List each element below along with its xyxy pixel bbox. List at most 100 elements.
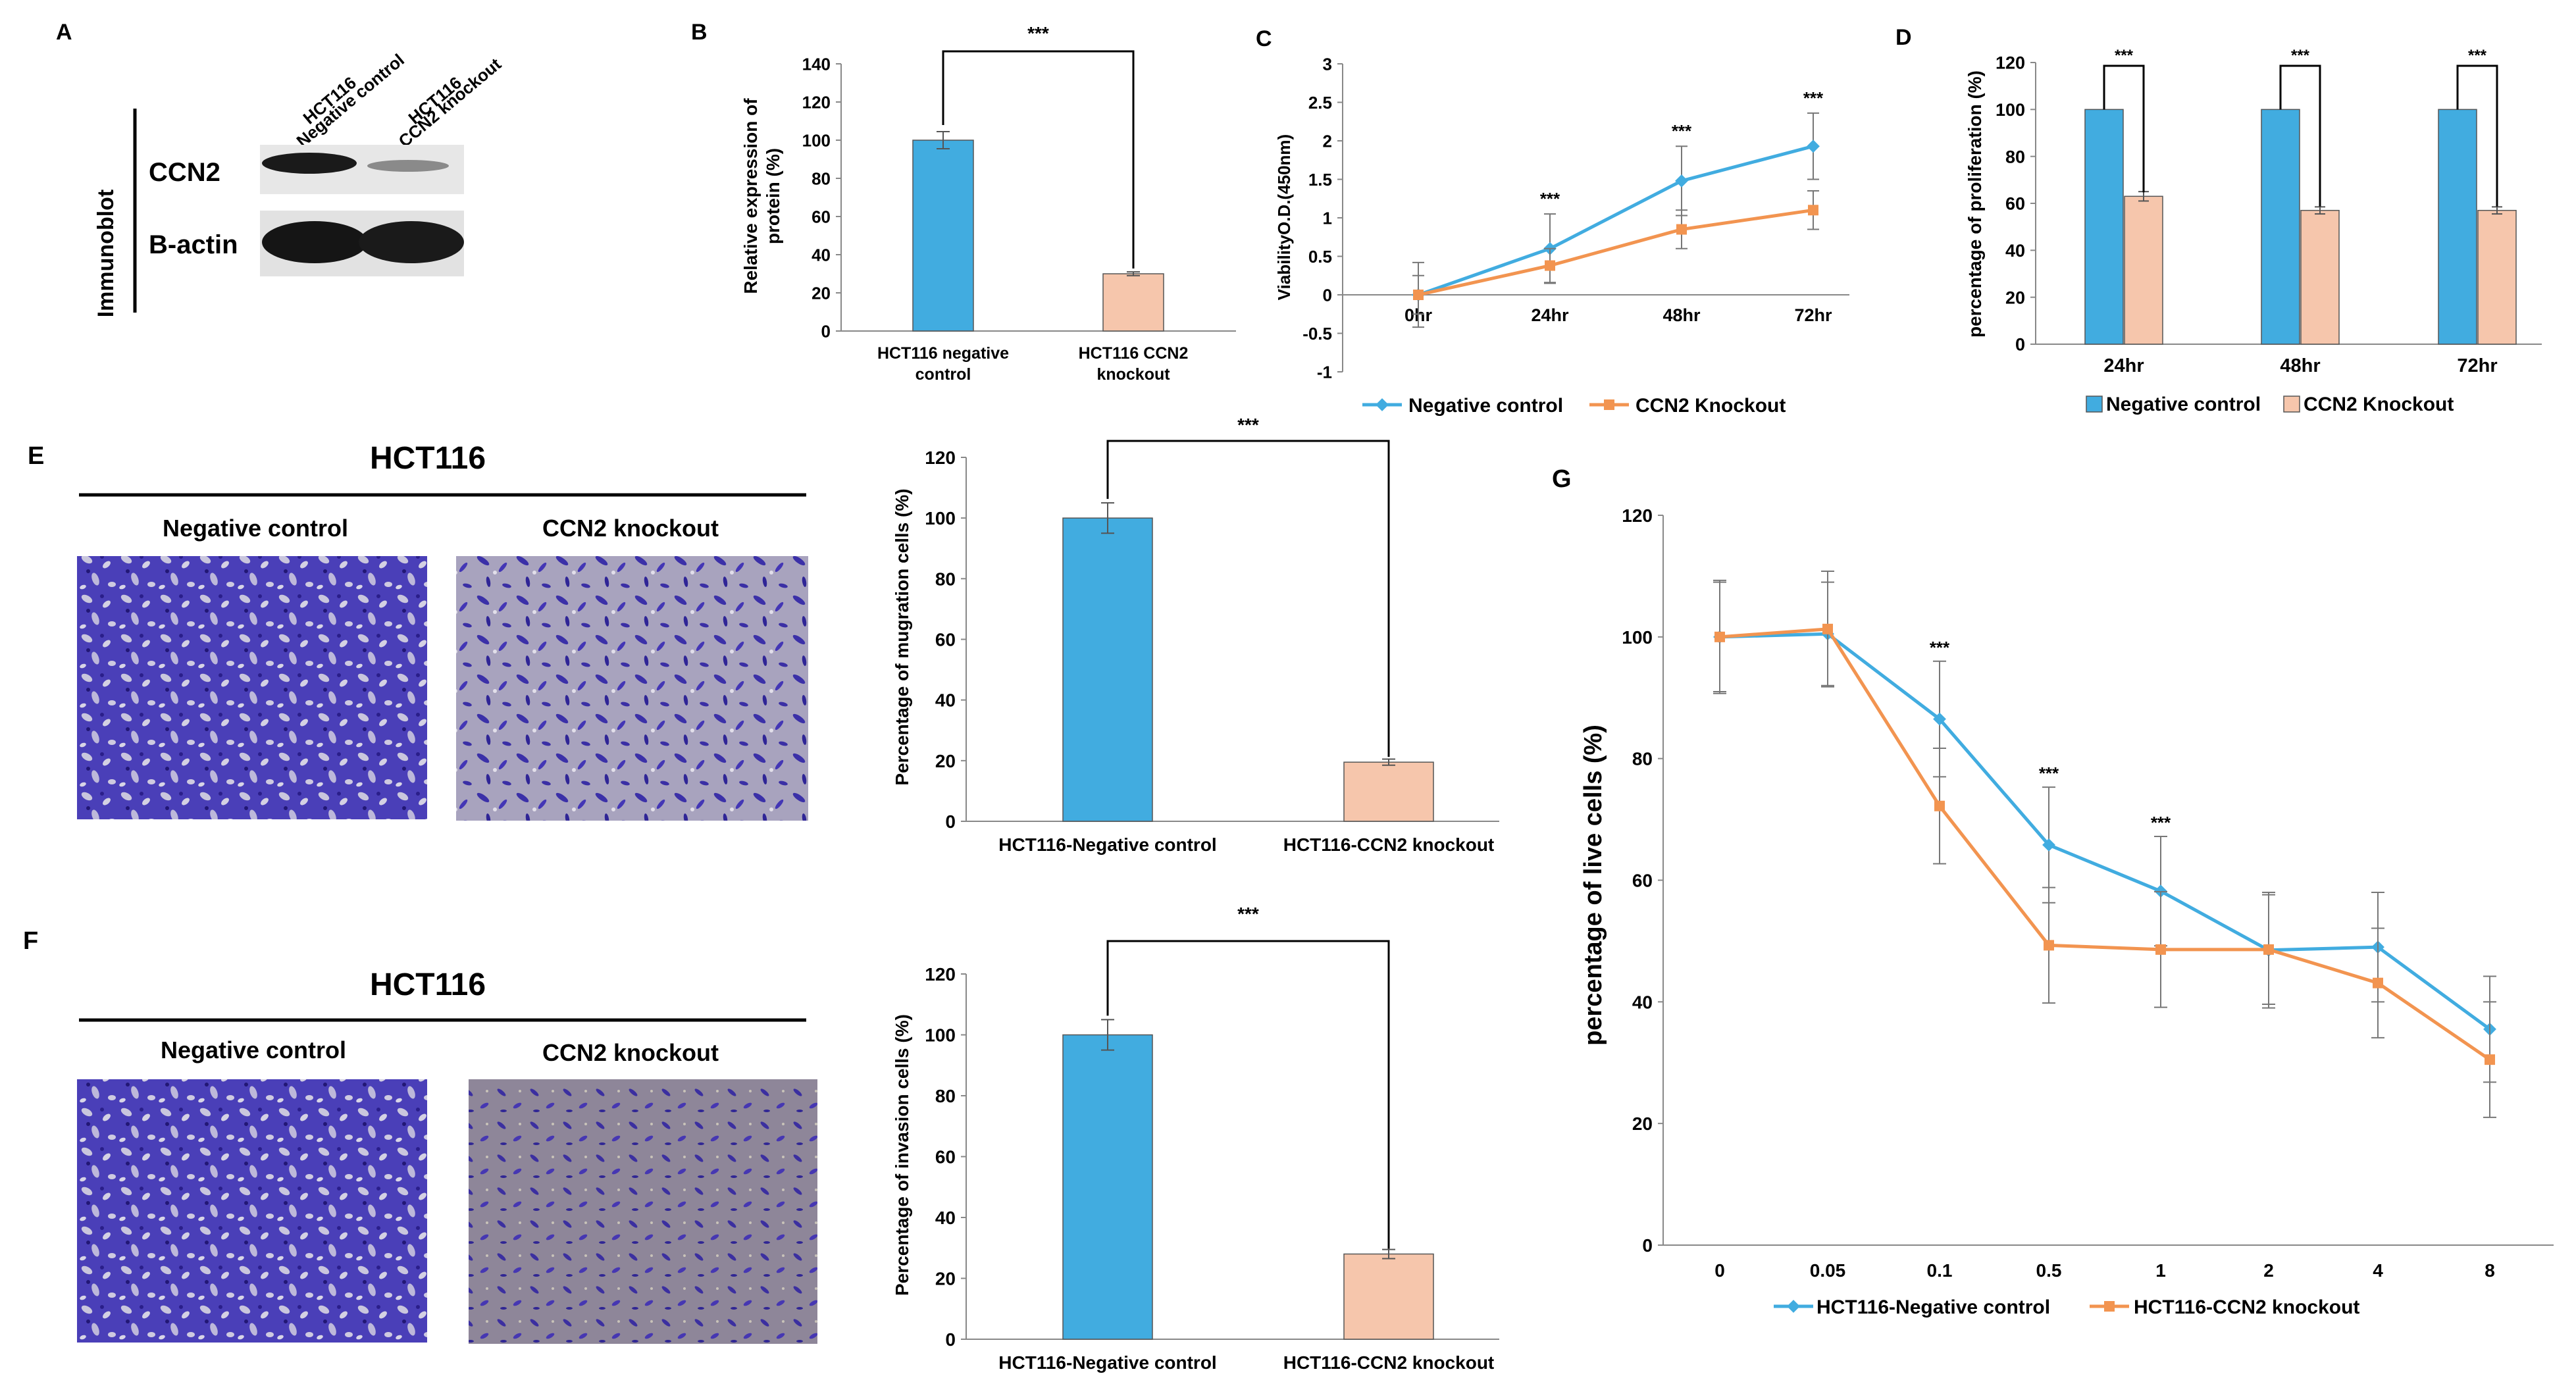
chart-b-x-tick-label: knockout bbox=[1096, 365, 1170, 384]
chart-g-x-tick-label: 8 bbox=[2485, 1260, 2495, 1281]
chart-d-significance-bracket bbox=[2456, 64, 2498, 207]
chart-d-y-tick-label: 100 bbox=[1996, 100, 2025, 120]
chart-g-point bbox=[2263, 944, 2274, 955]
image-f-title: HCT116 bbox=[370, 967, 486, 1002]
panel-a: A Immunoblot CCN2 B-actin HCT116 Negativ… bbox=[56, 20, 505, 317]
chart-c-y-tick-label: 2 bbox=[1323, 131, 1332, 151]
chart-g-legend-label-2: HCT116-CCN2 knockout bbox=[2134, 1296, 2359, 1318]
chart-b-significance-label: *** bbox=[1027, 23, 1049, 43]
chart-f-bar bbox=[1062, 1034, 1153, 1340]
chart-d-significance-bracket bbox=[2279, 64, 2321, 207]
chart-e-y-axis-label: Percentage of mugration cells (%) bbox=[892, 488, 912, 785]
panel-label-d: D bbox=[1895, 25, 1912, 50]
blot-ccn2-band-knockout bbox=[367, 160, 449, 172]
chart-g-series-line bbox=[1719, 627, 2491, 1062]
chart-f-significance-bracket bbox=[1106, 940, 1390, 1249]
chart-d-legend-label-2: CCN2 Knockout bbox=[2304, 394, 2454, 415]
chart-e-y-tick-label: 60 bbox=[935, 630, 956, 650]
panel-label-e: E bbox=[28, 442, 44, 470]
chart-b-x-tick-label: HCT116 CCN2 bbox=[1079, 344, 1189, 363]
chart-d-legend-swatch-1 bbox=[2086, 396, 2103, 413]
lane-label-2-line2: CCN2 knockout bbox=[395, 54, 505, 151]
chart-f-y-tick-label: 60 bbox=[935, 1147, 956, 1167]
chart-b-bar bbox=[1102, 273, 1164, 332]
chart-f-bar bbox=[1343, 1253, 1434, 1340]
chart-d-significance-label: *** bbox=[2291, 47, 2310, 64]
chart-f-y-axis-label: Percentage of invasion cells (%) bbox=[892, 1014, 912, 1296]
image-e-title: HCT116 bbox=[370, 441, 486, 476]
chart-g-x-tick-label: 0.5 bbox=[2036, 1260, 2062, 1281]
chart-c-y-tick-label: 0 bbox=[1323, 285, 1332, 305]
chart-c-x-tick-label: 72hr bbox=[1794, 305, 1832, 325]
chart-d-y-tick-label: 0 bbox=[2015, 335, 2025, 355]
chart-d-y-tick-label: 60 bbox=[2005, 194, 2025, 214]
image-e-right-label: CCN2 knockout bbox=[542, 515, 719, 542]
chart-d-significance-label: *** bbox=[2468, 47, 2487, 64]
chart-b-y-tick-label: 60 bbox=[811, 207, 831, 226]
chart-g-x-tick-label: 1 bbox=[2155, 1260, 2166, 1281]
chart-b-y-axis-label: protein (%) bbox=[763, 148, 783, 244]
chart-b-y-tick-label: 0 bbox=[821, 321, 831, 341]
chart-b-y-tick-label: 20 bbox=[811, 283, 831, 303]
chart-g-y-tick-label: 20 bbox=[1632, 1113, 1653, 1134]
chart-b-bar bbox=[912, 140, 974, 332]
chart-g-x-tick-label: 4 bbox=[2373, 1260, 2383, 1281]
chart-d-legend-swatch-2 bbox=[2283, 396, 2300, 413]
chart-g-point bbox=[1933, 712, 1946, 726]
chart-e-y-tick-label: 20 bbox=[935, 751, 956, 771]
chart-g-y-axis-label: percentage of live cells (%) bbox=[1580, 725, 1607, 1046]
panel-label-c: C bbox=[1256, 26, 1272, 51]
image-e-ccn2-knockout bbox=[456, 556, 808, 821]
chart-d-bar bbox=[2124, 195, 2163, 345]
chart-f: 0 20 40 60 80 100 120 Percentage of invasion ce… bbox=[892, 904, 1499, 1373]
chart-g-point bbox=[2044, 940, 2054, 951]
chart-g-y-tick-label: 80 bbox=[1632, 749, 1653, 769]
chart-e-x-tick-label: HCT116-CCN2 knockout bbox=[1283, 834, 1495, 855]
chart-c-significance-label: *** bbox=[1672, 121, 1692, 141]
chart-g-x-tick-label: 0.05 bbox=[1810, 1260, 1846, 1281]
chart-e-significance-bracket bbox=[1106, 440, 1390, 757]
chart-c-point bbox=[1545, 260, 1555, 271]
chart-g-legend-label-1: HCT116-Negative control bbox=[1816, 1296, 2050, 1318]
chart-c-y-tick-label: -1 bbox=[1317, 362, 1332, 382]
chart-c-legend-label-1: Negative control bbox=[1408, 395, 1563, 417]
chart-d-bar bbox=[2084, 109, 2124, 345]
chart-d-y-tick-label: 80 bbox=[2005, 147, 2025, 166]
chart-b-y-tick-label: 140 bbox=[802, 54, 831, 74]
chart-b-y-axis-label: Relative expression of bbox=[740, 98, 761, 294]
chart-e-significance-label: *** bbox=[1237, 415, 1259, 435]
chart-e-y-tick-label: 100 bbox=[925, 508, 956, 528]
chart-g-significance-label: *** bbox=[2151, 813, 2171, 832]
chart-d: 0 20 40 60 80 100 120 percentage of proliferati… bbox=[1965, 47, 2542, 415]
blot-row-bactin: B-actin bbox=[149, 230, 238, 259]
chart-g-y-tick-label: 60 bbox=[1632, 871, 1653, 891]
chart-g-point bbox=[1714, 631, 1725, 642]
chart-g-series-line bbox=[1719, 632, 2491, 1031]
chart-d-bar bbox=[2261, 109, 2300, 345]
chart-g-x-tick-label: 0 bbox=[1714, 1260, 1725, 1281]
chart-d-y-tick-label: 20 bbox=[2005, 288, 2025, 307]
chart-g-y-tick-label: 120 bbox=[1622, 505, 1653, 526]
chart-e-y-tick-label: 80 bbox=[935, 569, 956, 589]
chart-c-significance-label: *** bbox=[1803, 88, 1824, 108]
chart-f-x-tick-label: HCT116-CCN2 knockout bbox=[1283, 1352, 1495, 1373]
chart-b-y-tick-label: 40 bbox=[811, 245, 831, 265]
chart-d-y-tick-label: 40 bbox=[2005, 241, 2025, 261]
chart-c-legend-label-2: CCN2 Knockout bbox=[1636, 395, 1786, 417]
chart-b-y-tick-label: 120 bbox=[802, 92, 831, 112]
chart-c-y-tick-label: 2.5 bbox=[1308, 93, 1332, 113]
chart-g-y-tick-label: 100 bbox=[1622, 627, 1653, 648]
chart-c-point bbox=[1676, 224, 1687, 235]
chart-c-y-axis-label: ViabilityO.D.(450nm) bbox=[1274, 134, 1294, 300]
blot-ccn2-band-negative bbox=[262, 153, 357, 174]
blot-bactin-band-negative bbox=[262, 221, 367, 263]
chart-d-y-tick-label: 120 bbox=[1996, 53, 2025, 73]
chart-c-y-tick-label: 0.5 bbox=[1308, 247, 1332, 267]
chart-b-y-tick-label: 80 bbox=[811, 168, 831, 188]
chart-g-y-tick-label: 0 bbox=[1642, 1235, 1653, 1256]
chart-g-point bbox=[2373, 977, 2383, 988]
chart-g-point bbox=[2042, 838, 2055, 852]
chart-e-y-tick-label: 0 bbox=[945, 811, 956, 832]
chart-c-legend-marker-1 bbox=[1376, 398, 1389, 411]
